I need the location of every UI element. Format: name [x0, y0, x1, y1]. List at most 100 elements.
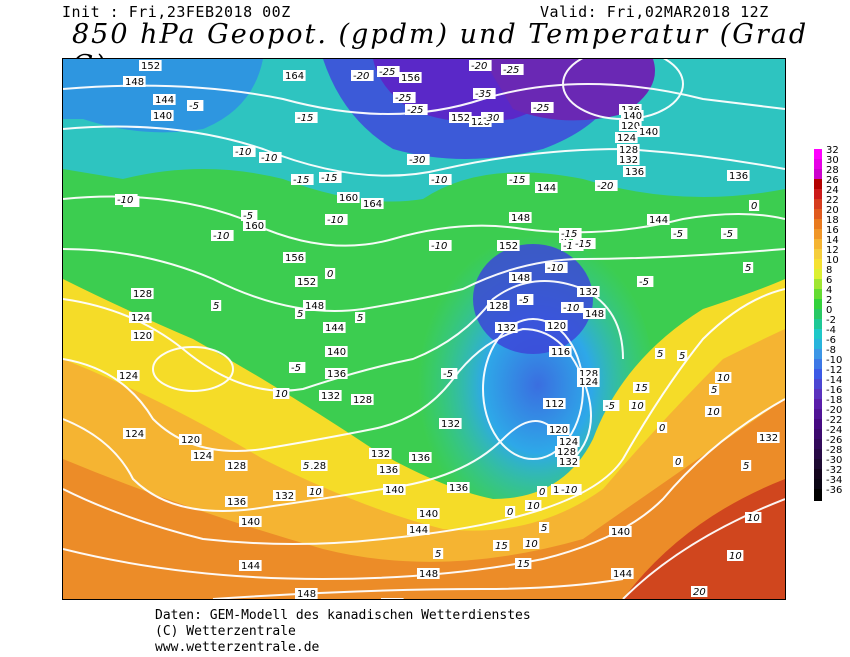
geopotential-label: 120 — [621, 121, 640, 132]
geopotential-label: 128 — [353, 395, 372, 406]
legend-swatch — [814, 239, 822, 251]
temperature-label-bg — [741, 460, 752, 471]
weather-map: 152 148 144 140 164 156 152 160 164 160 156 152 148 1… — [62, 58, 786, 600]
geopotential-label: 124 — [193, 451, 212, 462]
temperature-label-bg — [691, 586, 708, 597]
geopotential-label: 144 — [241, 561, 260, 572]
geopotential-label-bg — [557, 456, 580, 467]
temperature-label: 10 — [309, 487, 322, 498]
temperature-label-bg — [629, 400, 646, 411]
geopotential-label-bg — [239, 516, 262, 527]
temperature-label: -5 — [443, 369, 453, 380]
legend-label: -10 — [826, 355, 843, 366]
legend-label: 14 — [826, 235, 839, 246]
geopotential-label: 120 — [547, 321, 566, 332]
geopotential-label: 132 — [619, 155, 638, 166]
geopotential-label: 148 — [511, 213, 530, 224]
geopotential-label-bg — [151, 110, 174, 121]
legend-swatch — [814, 269, 822, 281]
legend-label: 16 — [826, 225, 839, 236]
temperature-label-bg — [507, 174, 530, 185]
geopotential-label-bg — [543, 398, 566, 409]
geopotential-label: 128 — [579, 369, 598, 380]
geopotential-label-bg — [447, 482, 470, 493]
temperature-label-bg — [441, 368, 458, 379]
temperature-label-bg — [241, 210, 258, 221]
geopotential-label-bg — [555, 446, 578, 457]
geopotential-label-bg — [647, 214, 670, 225]
temperature-label-bg — [307, 486, 324, 497]
legend-swatch — [814, 349, 822, 361]
temperature-label: -25 — [379, 67, 395, 78]
legend-label: -16 — [826, 385, 843, 396]
temperature-label: 10 — [275, 389, 288, 400]
geopotential-label: 140 — [639, 127, 658, 138]
temperature-label-bg — [517, 294, 534, 305]
geopotential-label: 144 — [537, 183, 556, 194]
geopotential-label: 120 — [133, 331, 152, 342]
temperature-label-bg — [115, 194, 138, 205]
legend-swatch — [814, 309, 822, 321]
geopotential-label-bg — [225, 460, 248, 471]
geopotential-label: 140 — [241, 517, 260, 528]
legend-label: -14 — [826, 375, 843, 386]
temperature-label-bg — [407, 154, 430, 165]
temperature-label: -25 — [533, 103, 549, 114]
geopotential-label: 144 — [325, 323, 344, 334]
temperature-label: 10 — [747, 513, 760, 524]
geopotential-label: 112 — [545, 399, 564, 410]
geopotential-label-bg — [727, 170, 750, 181]
temperature-label: 10 — [717, 373, 730, 384]
geopotential-label-bg — [623, 166, 646, 177]
temperature-label-bg — [273, 388, 290, 399]
temperature-label-bg — [481, 112, 504, 123]
temperature-label: 10 — [527, 501, 540, 512]
temperature-label-bg — [523, 538, 540, 549]
legend-label: 0 — [826, 305, 833, 316]
geopotential-label: 160 — [339, 193, 358, 204]
geopotential-label: 132 — [497, 323, 516, 334]
legend-swatch — [814, 419, 822, 431]
temperature-label: 20 — [693, 587, 706, 598]
temperature-label: 10 — [729, 551, 742, 562]
geopotential-label: 152 — [141, 61, 160, 72]
legend-swatch — [814, 159, 822, 171]
legend-label: -32 — [826, 465, 843, 476]
legend-swatch — [814, 219, 822, 231]
legend-label: 18 — [826, 215, 839, 226]
geopotential-label-bg — [617, 144, 640, 155]
legend-label: -30 — [826, 455, 843, 466]
temperature-label-bg — [715, 372, 732, 383]
temperature-label: 0 — [659, 423, 665, 434]
legend-label: 12 — [826, 245, 839, 256]
temperature-label-bg — [295, 308, 306, 319]
legend-swatch — [814, 289, 822, 301]
temperature-label: -10 — [261, 153, 277, 164]
temperature-label: -15 — [297, 113, 313, 124]
geopotential-label-bg — [583, 308, 606, 319]
geopotential-label-bg — [407, 524, 430, 535]
temperature-label-bg — [673, 456, 684, 467]
temperature-label-bg — [595, 180, 618, 191]
init-time: Init : Fri,23FEB2018 00Z — [62, 3, 291, 21]
temperature-label-bg — [633, 382, 650, 393]
geopotential-label: 120 — [181, 435, 200, 446]
temperature-label-bg — [727, 550, 744, 561]
temperature-label-bg — [433, 548, 444, 559]
geopotential-label-bg — [295, 588, 318, 599]
legend-label: 22 — [826, 195, 839, 206]
geopotential-label-bg — [439, 418, 462, 429]
geopotential-label: 152 — [297, 277, 316, 288]
geopotential-label: 124 — [131, 313, 150, 324]
geopotential-label: 144 — [649, 215, 668, 226]
temperature-label-bg — [573, 238, 596, 249]
legend-label: -6 — [826, 335, 836, 346]
geopotential-label-bg — [323, 322, 346, 333]
geopotential-label: 128 — [307, 461, 326, 472]
temperature-label-bg — [289, 362, 306, 373]
temperature-label-bg — [539, 522, 550, 533]
temperature-label-bg — [515, 558, 532, 569]
temperature-label-bg — [561, 240, 584, 251]
geopotential-label-bg — [319, 390, 342, 401]
legend-swatch — [814, 259, 822, 271]
